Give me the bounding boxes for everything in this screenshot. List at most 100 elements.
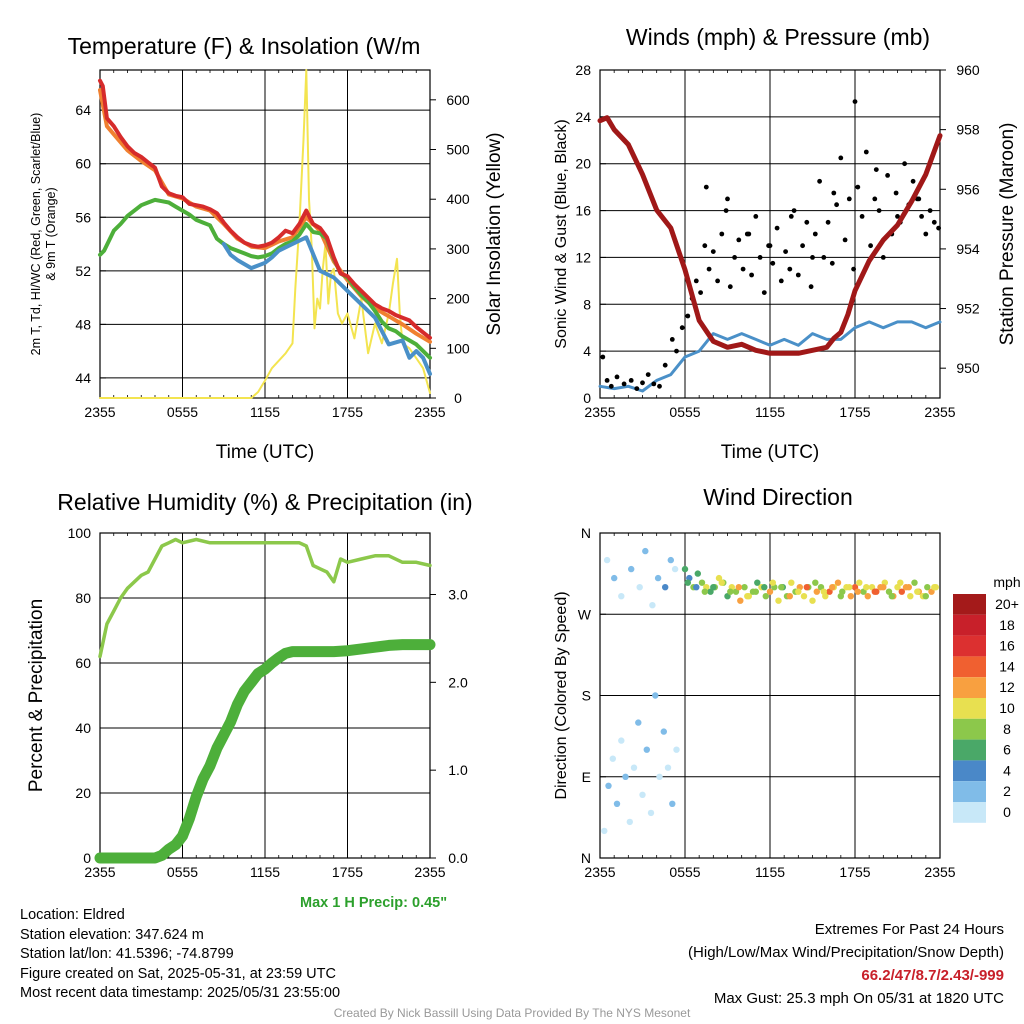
direction-point bbox=[744, 593, 751, 600]
gust-point bbox=[846, 196, 852, 202]
direction-point bbox=[813, 588, 820, 595]
legend-label: 6 bbox=[1003, 742, 1011, 758]
gust-point bbox=[831, 190, 837, 196]
plot-frame bbox=[99, 69, 431, 399]
direction-point bbox=[613, 800, 621, 807]
direction-point bbox=[834, 579, 842, 586]
gust-point bbox=[669, 337, 675, 342]
direction-point bbox=[931, 584, 938, 591]
gust-point bbox=[880, 255, 886, 260]
direction-point bbox=[647, 809, 655, 817]
y-tick-label: S bbox=[582, 688, 591, 704]
direction-point bbox=[618, 737, 625, 744]
x-tick-label: 2355 bbox=[924, 404, 955, 420]
gust-point bbox=[685, 313, 691, 319]
direction-point bbox=[694, 570, 701, 577]
y2-tick-label: 2.0 bbox=[448, 674, 468, 690]
direction-point bbox=[898, 588, 905, 595]
gust-point bbox=[817, 178, 822, 184]
y2-tick-label: 200 bbox=[446, 291, 470, 307]
direction-point bbox=[684, 579, 691, 586]
y-tick-label: W bbox=[578, 606, 592, 622]
legend-swatch bbox=[953, 677, 986, 698]
y2-tick-label: 3.0 bbox=[448, 586, 468, 602]
max-gust: Max Gust: 25.3 mph On 05/31 at 1820 UTC bbox=[713, 990, 1004, 1007]
legend-swatch bbox=[953, 739, 986, 761]
y2-tick-label: 954 bbox=[956, 241, 980, 257]
direction-point bbox=[636, 584, 643, 591]
legend-title: mph bbox=[993, 574, 1020, 590]
y2-tick-label: 600 bbox=[446, 92, 470, 108]
x-tick-label: 2355 bbox=[84, 864, 115, 880]
gust-point bbox=[791, 208, 797, 214]
x-tick-label: 1155 bbox=[250, 404, 280, 420]
gust-point bbox=[916, 196, 922, 202]
station-info: Location: Eldred Station elevation: 347.… bbox=[20, 906, 340, 1004]
gust-point bbox=[851, 266, 856, 272]
gust-point bbox=[604, 378, 610, 383]
gust-point bbox=[821, 255, 827, 260]
direction-point bbox=[854, 588, 861, 595]
y2-axis-label: Solar Insolation (Yellow) bbox=[484, 132, 505, 335]
y2-tick-label: 1.0 bbox=[448, 762, 468, 778]
figure-created: Figure created on Sat, 2025-05-31, at 23… bbox=[20, 965, 336, 982]
gust-point bbox=[893, 190, 899, 196]
gust-point bbox=[834, 202, 839, 208]
direction-point bbox=[715, 574, 723, 582]
extremes-values: 66.2/47/8.7/2.43/-999 bbox=[861, 967, 1004, 984]
direction-point bbox=[922, 593, 929, 600]
gust-point bbox=[761, 290, 767, 295]
legend-swatch bbox=[953, 614, 986, 636]
direction-point bbox=[905, 584, 912, 591]
y2-tick-label: 958 bbox=[956, 122, 980, 138]
legend-swatch bbox=[953, 656, 986, 678]
legend-label: 8 bbox=[1003, 721, 1011, 737]
direction-point bbox=[809, 597, 816, 604]
legend-swatch bbox=[953, 635, 986, 657]
direction-point bbox=[635, 719, 642, 726]
x-axis-label: Time (UTC) bbox=[216, 442, 315, 463]
gust-point bbox=[662, 362, 668, 368]
series-precipitation bbox=[94, 639, 436, 864]
direction-point bbox=[788, 579, 795, 586]
y2-tick-label: 956 bbox=[956, 181, 980, 197]
station-location: Location: Eldred bbox=[20, 907, 125, 923]
gust-point bbox=[740, 266, 746, 272]
direction-point bbox=[660, 728, 667, 735]
plot-frame bbox=[599, 532, 941, 859]
y-tick-label: 0 bbox=[83, 850, 91, 866]
series-red bbox=[98, 78, 432, 340]
gust-point bbox=[787, 266, 793, 272]
y-axis-label: Sonic Wind & Gust (Blue, Black) bbox=[553, 119, 570, 348]
y-tick-label: N bbox=[581, 850, 591, 866]
y2-tick-label: 100 bbox=[446, 340, 470, 356]
direction-point bbox=[652, 692, 659, 699]
direction-point bbox=[761, 584, 768, 591]
direction-point bbox=[667, 556, 674, 564]
gust-point bbox=[725, 196, 730, 202]
x-tick-label: 2355 bbox=[924, 864, 955, 880]
gust-point bbox=[931, 219, 937, 225]
x-tick-label: 1755 bbox=[332, 864, 363, 880]
recent-timestamp: Most recent data timestamp: 2025/05/31 2… bbox=[20, 985, 341, 1001]
chart-title-wind-direction: Wind Direction bbox=[703, 484, 853, 510]
gust-point bbox=[778, 278, 784, 284]
direction-point bbox=[681, 565, 689, 573]
station-latlon: Station lat/lon: 41.5396; -74.8799 bbox=[20, 946, 234, 962]
direction-point bbox=[654, 574, 662, 582]
direction-point bbox=[693, 584, 700, 591]
direction-point bbox=[630, 764, 638, 771]
direction-point bbox=[880, 584, 887, 591]
direction-point bbox=[669, 800, 676, 807]
gust-point bbox=[706, 266, 712, 272]
gust-point bbox=[842, 237, 848, 243]
x-tick-label: 0555 bbox=[669, 404, 700, 420]
gust-point bbox=[710, 249, 716, 255]
gust-point bbox=[719, 231, 725, 237]
credit-line: Created By Nick Bassill Using Data Provi… bbox=[333, 1006, 691, 1020]
gust-point bbox=[885, 173, 890, 178]
y-tick-label: 100 bbox=[68, 525, 92, 541]
station-elevation: Station elevation: 347.624 m bbox=[20, 926, 204, 943]
gust-point bbox=[863, 149, 869, 155]
